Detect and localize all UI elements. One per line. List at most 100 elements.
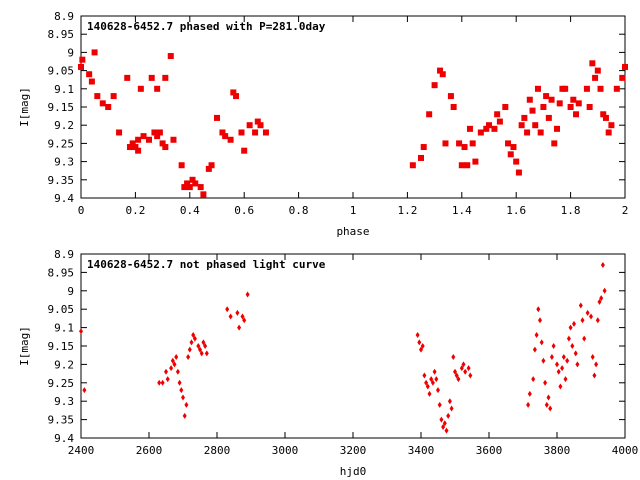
- data-point: [560, 365, 565, 372]
- data-point: [225, 306, 230, 313]
- chart-title: 140628-6452.7 not phased light curve: [87, 258, 326, 271]
- y-axis-label: I[mag]: [18, 87, 31, 127]
- data-point: [536, 306, 541, 313]
- x-tick-label: 1.8: [561, 204, 581, 217]
- data-point: [219, 129, 226, 136]
- data-point: [425, 383, 430, 390]
- data-point: [561, 354, 566, 361]
- data-point: [116, 129, 123, 136]
- data-point: [437, 67, 444, 74]
- axis-ticks: 2400 2600 2800 3000 3200 3400 3600 3800 4000 8.9 8…: [48, 248, 639, 457]
- data-point: [187, 346, 192, 353]
- data-point: [426, 111, 433, 118]
- data-point: [105, 104, 112, 110]
- data-point: [181, 184, 188, 191]
- data-point: [184, 401, 189, 408]
- x-tick-label: 0.2: [125, 204, 145, 217]
- data-point: [469, 140, 476, 147]
- data-point: [551, 140, 558, 147]
- data-point: [151, 129, 158, 136]
- data-point: [568, 324, 573, 331]
- data-point: [129, 140, 136, 147]
- data-point: [227, 136, 234, 143]
- data-point: [417, 339, 422, 346]
- data-point: [148, 74, 155, 81]
- data-point: [494, 111, 501, 118]
- data-point: [79, 56, 86, 63]
- data-point: [534, 331, 539, 338]
- data-point: [450, 104, 457, 110]
- x-tick-label: 1.4: [452, 204, 472, 217]
- data-point: [529, 107, 536, 114]
- data-point: [459, 365, 464, 372]
- data-point: [245, 291, 250, 298]
- data-point: [464, 162, 471, 169]
- data-point: [513, 158, 520, 165]
- data-point: [175, 368, 180, 375]
- data-point: [537, 129, 544, 136]
- data-point: [424, 379, 429, 386]
- data-point: [252, 129, 259, 136]
- data-point: [466, 125, 473, 132]
- y-tick-label: 9.3: [54, 156, 74, 169]
- data-point: [174, 354, 179, 361]
- data-point: [196, 343, 201, 349]
- data-point: [592, 372, 597, 379]
- y-tick-label: 9.3: [54, 395, 74, 408]
- data-point: [165, 376, 170, 383]
- data-point: [567, 104, 574, 110]
- data-point: [88, 78, 95, 85]
- data-point: [456, 376, 461, 383]
- data-point: [555, 361, 559, 368]
- data-point: [201, 339, 206, 346]
- x-tick-label: 2800: [204, 444, 231, 457]
- y-tick-label: 9.1: [54, 322, 74, 335]
- data-point: [570, 343, 575, 349]
- y-tick-label: 8.95: [48, 28, 75, 41]
- data-point: [235, 309, 240, 316]
- data-point: [418, 154, 424, 161]
- data-point: [427, 390, 432, 397]
- data-point: [468, 372, 473, 379]
- data-point: [442, 140, 449, 147]
- data-point: [191, 331, 196, 338]
- y-axis-label: I[mag]: [18, 326, 31, 366]
- data-point: [589, 60, 596, 67]
- data-point: [595, 317, 600, 324]
- data-point: [154, 85, 161, 92]
- x-tick-label: 0.8: [289, 204, 309, 217]
- data-point: [246, 122, 253, 129]
- data-point: [447, 398, 452, 405]
- data-point: [170, 357, 175, 364]
- data-point: [572, 320, 576, 327]
- data-point: [613, 85, 620, 92]
- data-point: [491, 125, 498, 132]
- data-point: [463, 368, 468, 375]
- data-point: [496, 118, 503, 125]
- data-point: [159, 140, 166, 147]
- data-point: [558, 383, 563, 390]
- data-point: [586, 104, 593, 110]
- x-tick-label: 3800: [544, 444, 571, 457]
- data-point: [570, 96, 577, 103]
- data-point: [461, 361, 466, 368]
- data-point: [578, 302, 583, 309]
- x-tick-label: 2: [622, 204, 629, 217]
- data-point: [137, 85, 144, 92]
- data-point: [420, 343, 425, 349]
- data-point: [602, 287, 607, 294]
- y-tick-label: 9.25: [48, 137, 75, 150]
- data-point: [177, 379, 182, 386]
- data-point: [228, 313, 233, 320]
- phased-plot-panel: 0 0.2 0.4 0.6 0.8 1 1.2 1.4 1.6 1.8 2 8.9 8.95 9 9.05 9…: [18, 10, 628, 238]
- data-point: [573, 350, 578, 357]
- data-series: [78, 49, 628, 198]
- data-point: [590, 354, 595, 361]
- data-point: [238, 129, 245, 136]
- data-point: [451, 354, 456, 361]
- data-point: [181, 394, 185, 401]
- data-point: [419, 346, 423, 353]
- data-point: [538, 317, 542, 324]
- data-point: [502, 104, 509, 110]
- data-point: [420, 144, 427, 151]
